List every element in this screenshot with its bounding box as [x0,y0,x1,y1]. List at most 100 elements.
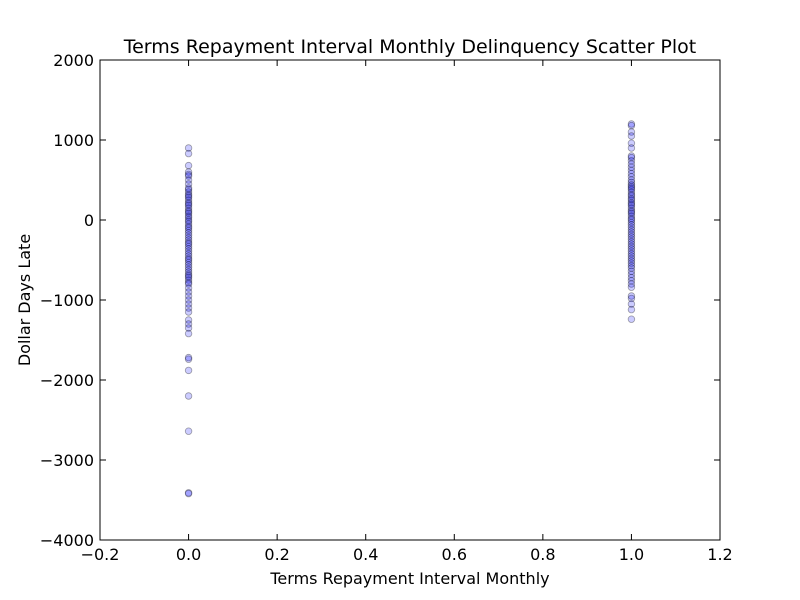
scatter-point [184,268,193,276]
scatter-point [627,201,636,210]
scatter-point [627,267,636,275]
x-tick-label: 0.6 [442,545,467,564]
scatter-point [184,300,193,308]
scatter-point [184,222,193,231]
scatter-point [184,149,193,158]
scatter-point [184,258,193,267]
scatter-point [184,231,193,239]
scatter-point [184,201,193,210]
scatter-point [627,190,636,199]
scatter-point [627,277,636,285]
scatter-point [184,261,193,269]
scatter-point [627,185,636,194]
scatter-point [184,288,193,296]
scatter-point [184,247,193,255]
x-tick-label: 0.0 [176,545,201,564]
scatter-point [627,182,636,191]
scatter-point [627,242,636,251]
scatter-point [627,264,636,272]
data-points [184,120,636,498]
scatter-point [627,280,636,288]
scatter-point [184,226,193,235]
x-tick-label: 0.4 [353,545,378,564]
scatter-point [184,320,193,328]
scatter-point [627,218,636,227]
scatter-point [184,176,193,184]
scatter-point [627,245,636,253]
scatter-point [627,257,636,265]
scatter-point [184,427,193,435]
scatter-point [184,236,193,244]
scatter-point [184,216,193,224]
scatter-point [184,329,193,338]
scatter-point [184,254,193,263]
scatter-point [627,259,636,267]
x-tick-label: 0.8 [530,545,555,564]
scatter-point [627,153,636,162]
scatter-point [627,173,636,181]
scatter-point [627,273,636,282]
scatter-point [184,353,193,362]
scatter-point [627,214,636,223]
scatter-point [627,233,636,241]
y-tick-label: −3000 [40,451,94,470]
scatter-point [184,355,193,363]
scatter-point [627,128,636,136]
scatter-point [184,168,193,176]
scatter-point [627,208,636,216]
scatter-point [184,161,193,170]
scatter-point [184,170,193,179]
scatter-point [184,278,193,287]
scatter-point [627,192,636,200]
scatter-point [184,208,193,216]
scatter-point [627,292,636,300]
scatter-point [184,316,193,324]
scatter-point [627,200,636,208]
scatter-point [627,188,636,196]
scatter-point [184,193,193,202]
scatter-point [184,489,193,497]
scatter-point [627,228,636,236]
scatter-point [627,198,636,207]
scatter-point [184,180,193,188]
scatter-point [184,192,193,200]
scatter-point [184,185,193,194]
scatter-point [627,157,636,165]
scatter-point [184,224,193,232]
x-tick-label: 0.2 [264,545,289,564]
scatter-point [627,121,636,130]
scatter-point [184,280,193,288]
scatter-point [184,304,193,312]
scatter-point [184,270,193,279]
scatter-point [627,169,636,178]
scatter-point [627,270,636,279]
scatter-point [627,237,636,246]
y-tick-label: 0 [84,211,94,230]
scatter-point [627,240,636,248]
x-tick-label: −0.2 [81,545,120,564]
scatter-point [627,216,636,224]
scatter-point [627,120,636,128]
scatter-point [184,392,193,400]
scatter-point [184,184,193,192]
y-axis-label: Dollar Days Late [15,234,34,366]
scatter-point [627,294,636,303]
axis-ticks: −0.2 0.0 0.2 0.4 0.6 0.8 1.0 1.2 2000 1000 0 −1000 −… [40,51,733,564]
scatter-point [184,245,193,253]
scatter-point [184,229,193,237]
scatter-point [627,221,636,229]
scatter-point [627,209,636,218]
scatter-point [627,163,636,171]
scatter-point [627,160,636,168]
y-tick-label: 2000 [53,51,94,70]
scatter-point [184,284,193,292]
scatter-point [627,176,636,184]
scatter-point [184,209,193,218]
scatter-point [627,305,636,314]
scatter-point [627,315,636,323]
scatter-point [184,213,193,222]
scatter-point [627,254,636,263]
scatter-point [184,249,193,258]
scatter-point [627,178,636,187]
